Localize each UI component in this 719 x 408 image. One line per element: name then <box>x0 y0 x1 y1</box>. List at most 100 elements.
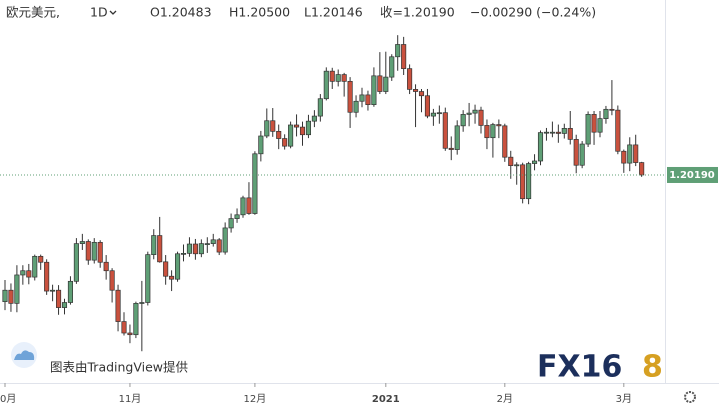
candle-body <box>121 321 127 334</box>
low-value: L1.20146 <box>304 5 363 20</box>
candle-body <box>395 44 401 58</box>
candle-body <box>490 124 496 139</box>
candle-body <box>377 75 383 92</box>
candle-body <box>359 94 365 102</box>
candle-body <box>32 255 38 278</box>
candle-body <box>567 128 573 140</box>
candle-body <box>282 138 288 147</box>
candle-body <box>573 139 579 166</box>
high-value: H1.20500 <box>229 5 290 20</box>
candle-body <box>228 218 234 229</box>
candle-body <box>508 156 514 167</box>
candle-body <box>585 114 591 145</box>
x-tick-label: 12月 <box>244 393 267 405</box>
settings-button[interactable] <box>684 391 696 403</box>
credit-text: 图表由TradingView提供 <box>50 360 188 375</box>
candle-body <box>91 241 97 261</box>
x-tick-label: 10月 <box>0 393 16 405</box>
candle-body <box>109 270 115 291</box>
candle-body <box>127 332 133 336</box>
candle-body <box>246 197 252 214</box>
candle-body <box>579 143 585 166</box>
interval-dropdown[interactable] <box>109 10 117 15</box>
candle-body <box>615 109 621 152</box>
interval[interactable]: 1D <box>90 5 108 20</box>
candle-body <box>276 130 282 139</box>
candle-body <box>26 270 32 278</box>
candle-body <box>323 70 329 100</box>
x-tick-label: 2月 <box>497 393 513 405</box>
candle-body <box>526 163 532 200</box>
candle-body <box>383 76 389 92</box>
fx168-logo: FX16 8 <box>536 349 663 386</box>
candle-body <box>180 253 187 255</box>
candle-body <box>335 74 341 82</box>
candle-body <box>603 108 609 119</box>
candle-body <box>8 289 14 304</box>
candle-body <box>496 124 502 127</box>
brand-accent: 8 <box>642 350 663 385</box>
candle-body <box>442 112 448 149</box>
close-value: 收=1.20190 <box>380 5 455 20</box>
last-price-label: 1.20190 <box>669 170 715 181</box>
candle-body <box>454 125 460 150</box>
candle-body <box>258 135 264 155</box>
candle-body <box>365 94 371 105</box>
candle-body <box>371 75 377 105</box>
x-tick-label: 3月 <box>616 393 632 405</box>
candle-body <box>520 164 526 200</box>
candle-body <box>222 227 228 253</box>
candle-body <box>424 95 431 117</box>
candle-body <box>311 115 317 122</box>
candle-body <box>61 302 68 308</box>
candle-body <box>192 243 198 255</box>
candle-body <box>50 289 56 292</box>
last-price-box <box>667 166 718 183</box>
candle-body <box>329 70 335 82</box>
candle-body <box>73 243 79 282</box>
candle-body <box>216 239 222 253</box>
candle-body <box>466 112 472 115</box>
candle-body <box>472 109 478 114</box>
candle-body <box>478 109 484 126</box>
candle-body <box>460 114 466 127</box>
candle-body <box>347 80 353 113</box>
candle-body <box>549 131 555 134</box>
gear-icon[interactable] <box>684 391 696 403</box>
candle-body <box>44 261 50 292</box>
candle-body <box>175 253 181 280</box>
candle-body <box>597 118 603 133</box>
candle-body <box>288 124 294 147</box>
candle-body <box>169 275 175 280</box>
candle-body <box>186 243 193 254</box>
candles <box>2 35 645 352</box>
candle-body <box>240 197 246 216</box>
candle-body <box>413 89 419 92</box>
candle-body <box>353 100 359 113</box>
candle-body <box>633 144 639 163</box>
candle-body <box>204 243 210 245</box>
candle-body <box>20 270 26 276</box>
change-value: −0.00290 (−0.24%) <box>470 5 596 20</box>
brand-main: FX16 <box>537 350 622 385</box>
candle-body <box>294 124 300 128</box>
header: 欧元美元, 1D O1.20483 H1.20500 L1.20146 收=1.… <box>6 5 596 20</box>
candle-body <box>79 241 85 244</box>
candle-body <box>448 147 454 150</box>
candle-body <box>97 241 103 263</box>
candle-body <box>14 274 20 304</box>
candle-body <box>133 302 139 336</box>
open-value: O1.20483 <box>150 5 212 20</box>
candle-body <box>543 131 550 134</box>
x-tick-label: 11月 <box>119 393 142 405</box>
candle-body <box>85 241 91 261</box>
candle-body <box>407 68 413 90</box>
candle-body <box>531 160 538 164</box>
tradingview-credit: 图表由TradingView提供 <box>11 342 188 375</box>
candle-body <box>55 289 62 308</box>
candle-body <box>418 91 425 97</box>
candle-body <box>299 126 306 136</box>
candle-body <box>436 112 442 115</box>
